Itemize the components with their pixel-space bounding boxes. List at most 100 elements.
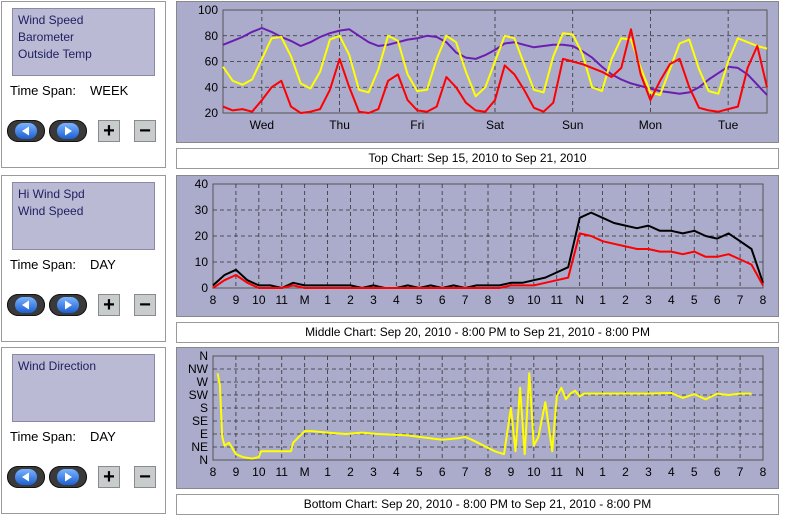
x-tick-label: 4 (393, 465, 400, 479)
bottom-chart[interactable]: N NE E SE S SW W NW N 8 9 10 11 M 1 2 3 4 5 6 7 8 9 10 11 N 1 2 3 4 5 6… (176, 347, 779, 489)
x-tick-label: 9 (508, 465, 515, 479)
zoom-in-button[interactable]: + (98, 466, 120, 488)
x-tick-label: 6 (714, 293, 721, 307)
y-tick-label: SW (189, 388, 209, 402)
back-arrow-icon (22, 300, 29, 310)
x-tick-label: 9 (233, 293, 240, 307)
series-line-1 (222, 32, 768, 98)
x-tick-label: Sat (486, 118, 505, 132)
y-tick-label: SE (192, 414, 208, 428)
time-span-label: Time Span: (10, 257, 76, 272)
x-tick-label: 4 (668, 293, 675, 307)
x-tick-label: 7 (462, 293, 469, 307)
y-tick-label: 10 (195, 255, 209, 269)
bottom-chart-caption: Bottom Chart: Sep 20, 2010 - 8:00 PM to … (176, 494, 779, 515)
x-tick-label: 8 (210, 465, 217, 479)
middle-control-panel: Hi Wind Spd Wind Speed Time Span: DAY + … (1, 175, 166, 342)
x-tick-label: 10 (252, 293, 266, 307)
series-item[interactable]: Wind Speed (18, 13, 84, 27)
x-tick-label: Wed (250, 118, 274, 132)
series-item[interactable]: Hi Wind Spd (18, 187, 85, 201)
back-arrow-icon (22, 126, 29, 136)
x-tick-label: 6 (439, 293, 446, 307)
x-tick-label: 8 (485, 465, 492, 479)
x-tick-label: Sun (562, 118, 583, 132)
top-chart[interactable]: 20 40 60 80 100 Wed Thu Fri Sat Sun Mon Tue (176, 1, 779, 143)
x-tick-label: 8 (485, 293, 492, 307)
time-span-label: Time Span: (10, 429, 76, 444)
forward-arrow-icon (65, 126, 72, 136)
y-tick-label: 80 (205, 29, 219, 43)
y-tick-label: N (199, 349, 208, 363)
x-tick-label: Fri (410, 118, 424, 132)
x-tick-label: 7 (462, 465, 469, 479)
x-tick-label: 3 (370, 465, 377, 479)
zoom-out-button[interactable]: − (134, 466, 156, 488)
x-tick-label: 2 (347, 465, 354, 479)
series-item[interactable]: Outside Temp (18, 47, 92, 61)
y-tick-label: 20 (205, 106, 219, 120)
y-tick-label: 40 (205, 80, 219, 94)
x-tick-label: 1 (599, 465, 606, 479)
x-tick-label: Thu (329, 118, 350, 132)
y-tick-label: 60 (205, 55, 219, 69)
back-button[interactable] (7, 466, 45, 488)
y-tick-label: 20 (195, 229, 209, 243)
series-line-2 (222, 28, 768, 114)
y-tick-label: W (197, 375, 209, 389)
bottom-control-panel: Wind Direction Time Span: DAY + − (1, 347, 166, 514)
x-tick-label: M (300, 465, 310, 479)
zoom-in-button[interactable]: + (98, 120, 120, 142)
x-tick-label: 7 (737, 465, 744, 479)
time-span-value: WEEK (90, 83, 129, 98)
series-line-0 (212, 211, 764, 289)
series-item[interactable]: Wind Speed (18, 204, 84, 218)
middle-chart[interactable]: 0 10 20 30 40 8 9 10 11 M 1 2 3 4 5 6 7 8 9 10 11 N 1 2 3 4 5 6 7 8 (176, 175, 779, 317)
x-tick-label: 10 (527, 293, 541, 307)
y-tick-label: NW (188, 362, 209, 376)
x-tick-label: 9 (233, 465, 240, 479)
x-tick-label: 8 (210, 293, 217, 307)
x-tick-label: 9 (508, 293, 515, 307)
time-span-value: DAY (90, 429, 116, 444)
x-tick-label: 5 (416, 465, 423, 479)
x-tick-label: 4 (668, 465, 675, 479)
zoom-out-button[interactable]: − (134, 120, 156, 142)
middle-chart-caption: Middle Chart: Sep 20, 2010 - 8:00 PM to … (176, 322, 779, 343)
x-tick-label: 1 (599, 293, 606, 307)
x-tick-label: 8 (760, 465, 767, 479)
zoom-in-button[interactable]: + (98, 294, 120, 316)
forward-button[interactable] (49, 294, 87, 316)
x-tick-label: 2 (622, 293, 629, 307)
y-tick-label: NE (191, 440, 208, 454)
middle-series-list[interactable]: Hi Wind Spd Wind Speed (12, 182, 155, 250)
back-button[interactable] (7, 294, 45, 316)
series-line-0 (216, 372, 752, 460)
x-tick-label: 6 (714, 465, 721, 479)
x-tick-label: 3 (645, 465, 652, 479)
series-item[interactable]: Barometer (18, 30, 75, 44)
y-tick-label: 40 (195, 177, 209, 191)
y-tick-label: N (199, 453, 208, 467)
forward-arrow-icon (65, 472, 72, 482)
x-tick-label: 11 (276, 465, 289, 479)
x-tick-label: 11 (276, 293, 289, 307)
x-tick-label: 4 (393, 293, 400, 307)
x-tick-label: 7 (737, 293, 744, 307)
back-button[interactable] (7, 120, 45, 142)
x-tick-label: 6 (439, 465, 446, 479)
x-tick-label: 1 (324, 293, 331, 307)
x-tick-label: 10 (527, 465, 541, 479)
top-series-list[interactable]: Wind Speed Barometer Outside Temp (12, 8, 155, 76)
forward-button[interactable] (49, 120, 87, 142)
series-item[interactable]: Wind Direction (18, 359, 97, 373)
forward-button[interactable] (49, 466, 87, 488)
forward-arrow-icon (65, 300, 72, 310)
x-tick-label: 5 (691, 293, 698, 307)
x-tick-label: 2 (347, 293, 354, 307)
series-line-1 (212, 232, 764, 289)
x-tick-label: Mon (639, 118, 662, 132)
bottom-series-list[interactable]: Wind Direction (12, 354, 155, 422)
zoom-out-button[interactable]: − (134, 294, 156, 316)
